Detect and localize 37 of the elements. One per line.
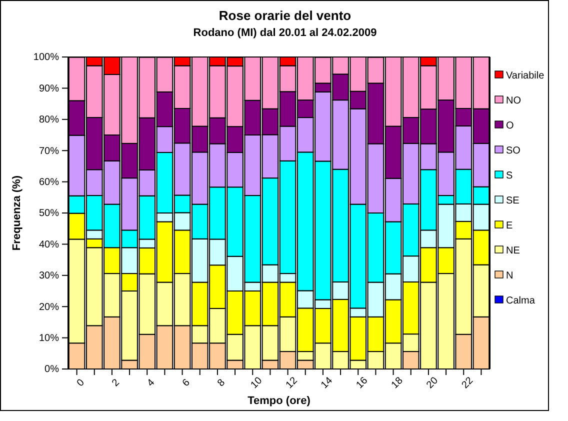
x-tick-label: 6	[180, 376, 193, 389]
x-tick-label: 12	[284, 375, 300, 391]
x-tick-label: 20	[424, 375, 441, 391]
legend-label: SO	[506, 146, 521, 156]
chart-title: Rose orarie del vento	[218, 8, 352, 23]
legend-label: SE	[506, 196, 520, 206]
y-tick-label: 70%	[38, 146, 60, 157]
y-tick-label: 40%	[38, 239, 60, 250]
y-tick-label: 60%	[38, 177, 60, 188]
y-tick-label: 10%	[38, 333, 60, 344]
y-tick-label: 90%	[38, 83, 60, 94]
y-tick-label: 100%	[33, 52, 60, 64]
x-tick-label: 10	[248, 375, 265, 391]
legend-label: NE	[506, 246, 520, 256]
x-tick-label: 22	[460, 375, 476, 391]
x-tick-label: 2	[110, 376, 122, 389]
legend-label: NO	[506, 96, 522, 106]
y-axis-title: Frequenza (%)	[11, 175, 23, 251]
y-tick-label: 30%	[38, 270, 60, 282]
x-tick-label: 4	[145, 376, 158, 389]
legend-label: N	[506, 270, 514, 282]
x-tick-label: 16	[354, 375, 370, 391]
legend-label: Calma	[506, 296, 536, 306]
x-axis-title: Tempo (ore)	[248, 395, 311, 407]
x-tick-label: 0	[75, 376, 88, 389]
x-tick-label: 8	[216, 376, 228, 389]
legend-label: S	[506, 170, 513, 182]
y-tick-label: 80%	[38, 114, 60, 126]
y-tick-label: 50%	[38, 208, 60, 220]
y-tick-label: 20%	[38, 302, 60, 313]
y-tick-label: 0%	[44, 364, 60, 376]
legend-label: O	[506, 120, 514, 132]
legend-label: Variabile	[506, 70, 545, 82]
chart-subtitle: Rodano (MI) dal 20.01 al 24.02.2009	[193, 27, 377, 39]
legend-label: E	[506, 220, 513, 232]
x-tick-label: 14	[319, 375, 336, 391]
x-tick-label: 18	[390, 375, 406, 391]
